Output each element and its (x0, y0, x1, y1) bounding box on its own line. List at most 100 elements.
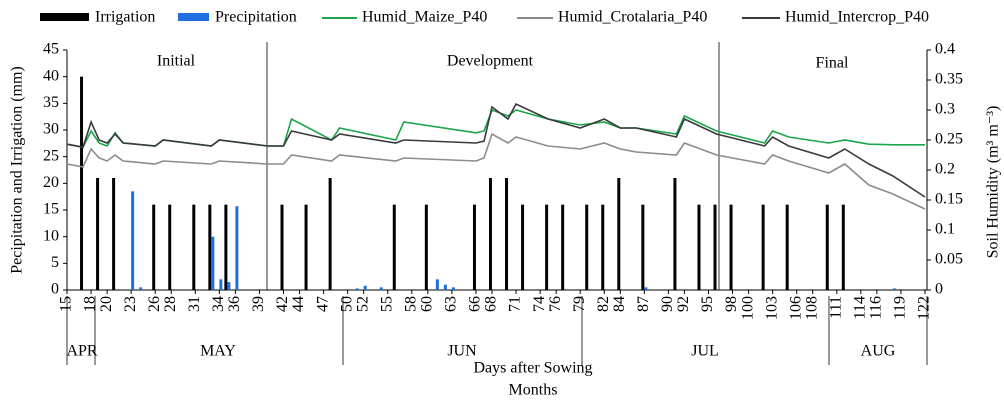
bar (673, 178, 677, 290)
x-tick-label: 76 (547, 296, 564, 312)
bar (168, 204, 172, 290)
y2-tick-label: 0.05 (935, 251, 963, 268)
bar (601, 204, 605, 290)
legend-label: Humid_Intercrop_P40 (785, 9, 929, 26)
y-tick-label: 0 (51, 281, 59, 298)
bar (472, 204, 476, 290)
y2-tick-label: 0.4 (935, 41, 955, 58)
bar (363, 285, 367, 290)
x-tick-label: 42 (274, 296, 291, 312)
legend-swatch (178, 13, 209, 21)
bar (585, 204, 589, 290)
bar (227, 282, 231, 290)
bar (152, 204, 156, 290)
x-tick-label: 68 (483, 296, 500, 312)
x-tick-label: 63 (443, 296, 460, 312)
x-tick-label: 100 (739, 296, 756, 320)
month-label: JUL (691, 343, 719, 360)
legend-label: Humid_Crotalaria_P40 (558, 9, 707, 26)
y-tick-label: 35 (43, 94, 59, 111)
y2-tick-label: 0.35 (935, 71, 963, 88)
x-tick-label: 71 (507, 296, 524, 312)
x-tick-label: 108 (803, 296, 820, 320)
bar (224, 204, 228, 290)
bar (545, 204, 549, 290)
x-tick-label: 34 (210, 296, 227, 312)
y-tick-label: 20 (43, 174, 59, 191)
y-tick-label: 40 (43, 67, 59, 84)
x-tick-label: 95 (699, 296, 716, 312)
phase-label: Final (816, 55, 849, 72)
x-tick-label: 98 (723, 296, 740, 312)
x-tick-label: 28 (162, 296, 179, 312)
bar (892, 288, 896, 290)
legend-label: Precipitation (215, 9, 297, 26)
x-tick-label: 122 (916, 296, 933, 320)
legend-label: Humid_Maize_P40 (362, 9, 487, 26)
x-tick-label: 66 (467, 296, 484, 312)
bar (729, 204, 733, 290)
x-tick-label: 103 (763, 296, 780, 320)
x-tick-label: 20 (98, 296, 115, 312)
x-tick-label: 79 (571, 296, 588, 312)
x-tick-label: 52 (354, 296, 371, 312)
bar (392, 204, 396, 290)
x-tick-label: 23 (122, 296, 139, 312)
bar (80, 76, 84, 291)
bar (192, 204, 196, 290)
x-tick-label: 74 (531, 296, 548, 312)
bar (235, 206, 239, 290)
y2-tick-label: 0.25 (935, 131, 963, 148)
bar (355, 288, 359, 290)
line (66, 132, 926, 210)
phase-label: Initial (157, 53, 196, 70)
x-tick-label: 47 (314, 296, 331, 312)
bar (488, 178, 492, 290)
phase-label: Development (447, 53, 534, 70)
x-tick-label: 106 (787, 296, 804, 320)
bar (379, 287, 383, 290)
bar (641, 204, 645, 290)
x-tick-label: 87 (635, 296, 652, 312)
bar (825, 204, 829, 290)
y-tick-label: 15 (43, 201, 59, 218)
x-tick-label: 82 (595, 296, 612, 312)
bar (761, 204, 765, 290)
x-tick-label: 18 (82, 296, 99, 312)
x-tick-label: 31 (186, 296, 203, 312)
line (66, 102, 926, 198)
bar (841, 204, 845, 290)
bar (424, 204, 428, 290)
bar (219, 279, 223, 290)
bar (131, 191, 135, 290)
y-tick-label: 5 (51, 254, 59, 271)
bar (785, 204, 789, 290)
bar (561, 204, 565, 290)
x-axis-title: Days after Sowing (473, 360, 592, 377)
x-tick-label: 55 (378, 296, 395, 312)
y2-tick-label: 0.2 (935, 161, 955, 178)
x-tick-label: 26 (146, 296, 163, 312)
y-tick-label: 45 (43, 41, 59, 58)
bar (280, 204, 284, 290)
bar (617, 178, 621, 290)
x-tick-label: 39 (250, 296, 267, 312)
x-tick-label: 92 (675, 296, 692, 312)
y-axis-title: Pecipitation and Irrigation (mm) (9, 66, 26, 274)
y2-tick-label: 0.15 (935, 191, 963, 208)
y2-tick-label: 0.1 (935, 221, 955, 238)
x-tick-label: 119 (892, 296, 909, 319)
y2-tick-label: 0.3 (935, 101, 955, 118)
bar (697, 204, 701, 290)
x-tick-label: 36 (226, 296, 243, 312)
bar (435, 279, 439, 290)
month-label: APR (66, 343, 97, 360)
legend-swatch (40, 13, 89, 21)
bar (713, 204, 717, 290)
bar (328, 178, 332, 290)
bar (644, 287, 648, 290)
bar (96, 178, 100, 290)
y2-tick-label: 0 (935, 281, 943, 298)
bar (139, 287, 143, 290)
